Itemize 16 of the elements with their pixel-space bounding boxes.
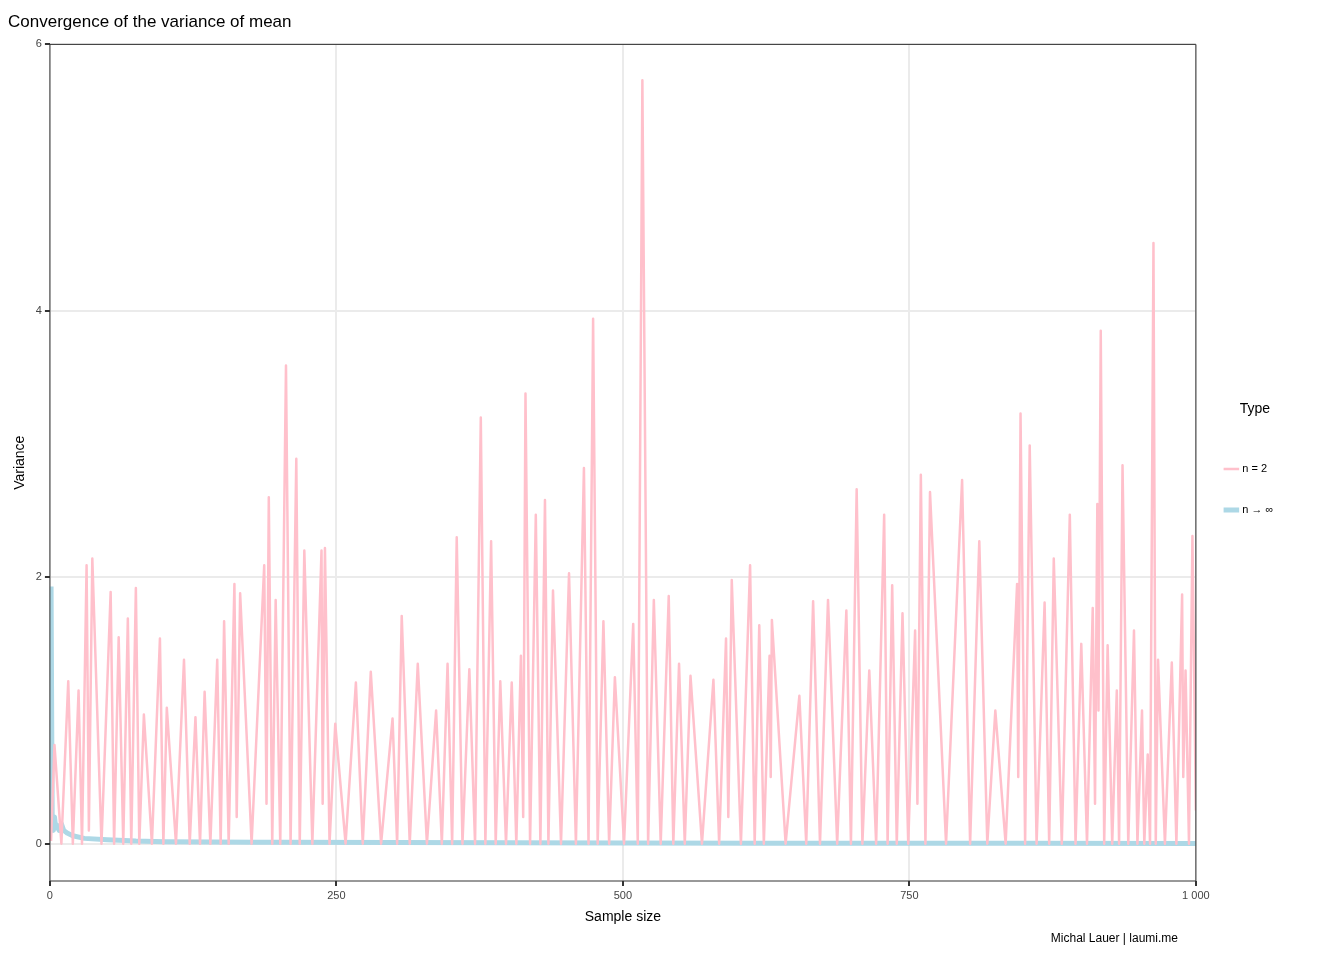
x-tick-label: 750 [900, 888, 919, 901]
y-tick-label: 6 [35, 37, 42, 50]
y-tick-label: 2 [35, 570, 42, 583]
x-tick-label: 0 [46, 888, 53, 901]
text: Michal Lauer | laumi.me [1050, 931, 1178, 945]
y-axis-title: Variance [11, 435, 28, 490]
legend-label: n = 2 [1242, 461, 1298, 474]
x-tick-label: 250 [327, 888, 346, 901]
legend-title: Type [1239, 400, 1271, 417]
y-tick-label: 4 [35, 303, 42, 316]
x-tick-label: 500 [613, 888, 633, 901]
legend-label: n → ∞ [1242, 502, 1305, 515]
chart-title: Convergence of the variance of mean [8, 11, 292, 31]
x-tick-label: 1 000 [1182, 888, 1210, 901]
y-tick-label: 0 [35, 836, 42, 849]
x-axis-title: Sample size [584, 908, 662, 925]
